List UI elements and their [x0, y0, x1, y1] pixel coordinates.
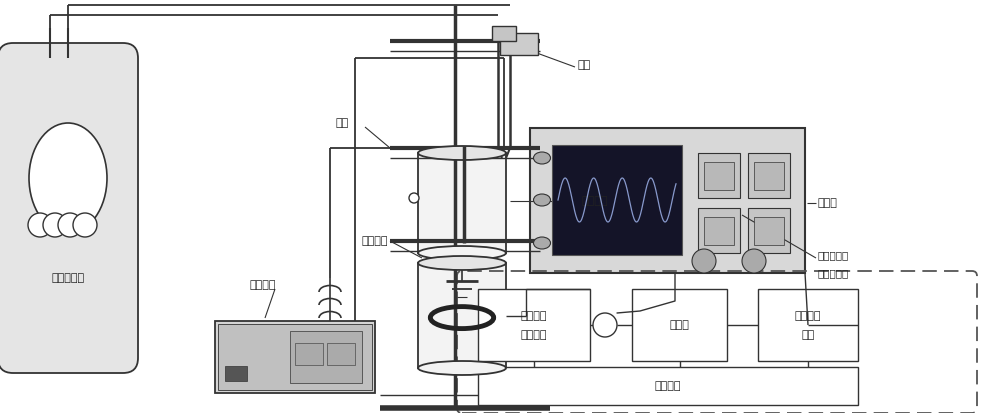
- Text: 喷嘴: 喷嘴: [578, 60, 591, 70]
- Text: 处理电路: 处理电路: [521, 330, 547, 340]
- Ellipse shape: [534, 152, 550, 164]
- Circle shape: [43, 213, 67, 237]
- Bar: [218, 324, 372, 390]
- Bar: [632, 289, 727, 361]
- Ellipse shape: [418, 246, 506, 260]
- Circle shape: [409, 193, 419, 203]
- Bar: [295, 343, 323, 365]
- Text: 支架: 支架: [335, 118, 348, 128]
- Bar: [704, 217, 734, 245]
- Bar: [754, 162, 784, 190]
- Text: 电晕电极: 电晕电极: [582, 196, 608, 206]
- Bar: [754, 217, 784, 245]
- Circle shape: [28, 213, 52, 237]
- Text: 高压电源: 高压电源: [250, 280, 276, 290]
- Circle shape: [692, 249, 716, 273]
- Ellipse shape: [418, 361, 506, 375]
- Text: 单片机: 单片机: [670, 320, 689, 330]
- Text: 示波器: 示波器: [818, 198, 838, 208]
- Bar: [290, 331, 362, 383]
- Bar: [698, 208, 740, 253]
- Bar: [215, 321, 375, 393]
- Bar: [704, 162, 734, 190]
- Ellipse shape: [534, 194, 550, 206]
- Bar: [418, 263, 506, 368]
- Bar: [478, 289, 590, 361]
- Text: 定量发尘器: 定量发尘器: [51, 273, 85, 283]
- Text: 号测量装置: 号测量装置: [818, 268, 849, 278]
- Circle shape: [593, 313, 617, 337]
- Ellipse shape: [29, 123, 107, 233]
- Circle shape: [73, 213, 97, 237]
- Bar: [552, 145, 682, 255]
- Ellipse shape: [534, 237, 550, 249]
- Bar: [758, 289, 858, 361]
- Text: 主动荷电信: 主动荷电信: [818, 250, 849, 260]
- Text: 探测电极: 探测电极: [362, 236, 388, 246]
- Bar: [748, 208, 790, 253]
- Text: 电路: 电路: [801, 330, 815, 340]
- Bar: [492, 26, 516, 41]
- Bar: [530, 128, 805, 273]
- Text: 显示通讯: 显示通讯: [795, 311, 821, 321]
- Bar: [418, 153, 506, 253]
- Bar: [327, 343, 355, 365]
- FancyBboxPatch shape: [0, 43, 138, 373]
- Bar: [225, 366, 247, 381]
- Bar: [478, 367, 858, 405]
- Bar: [748, 153, 790, 198]
- Text: 感应信号: 感应信号: [521, 311, 547, 321]
- Bar: [500, 33, 538, 55]
- Bar: [698, 153, 740, 198]
- Text: 电源电路: 电源电路: [655, 381, 681, 391]
- Ellipse shape: [418, 256, 506, 270]
- Circle shape: [742, 249, 766, 273]
- Ellipse shape: [418, 146, 506, 160]
- Circle shape: [58, 213, 82, 237]
